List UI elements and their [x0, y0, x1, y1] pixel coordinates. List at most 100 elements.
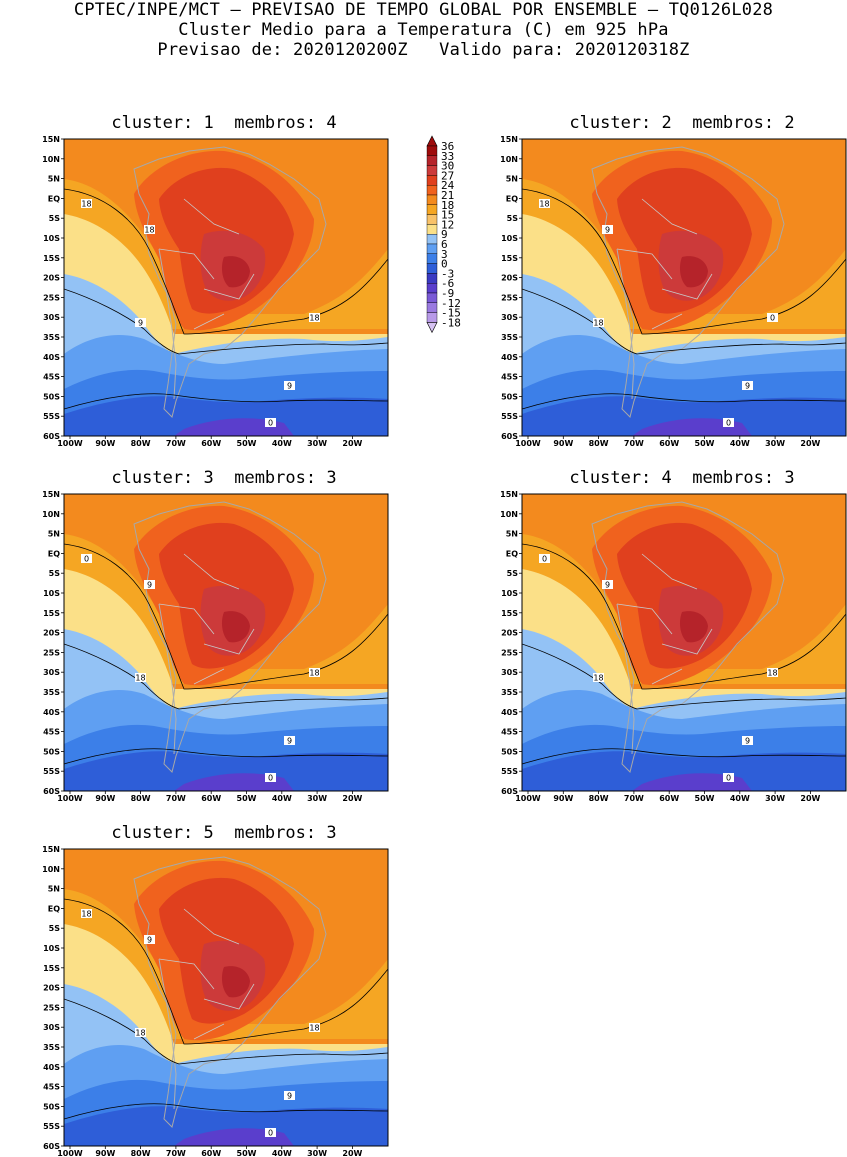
contour-line-0: [522, 188, 846, 335]
svg-text:0: 0: [84, 555, 89, 564]
lon-tick-label: 70W: [624, 439, 644, 448]
country-borders: [158, 553, 255, 685]
lat-tick-label: 15N: [500, 135, 518, 144]
lat-tick-label: 45S: [43, 728, 60, 737]
panel-title-cluster-5: cluster: 5 membros: 3: [111, 823, 337, 843]
lon-tick-label: 20W: [800, 439, 820, 448]
svg-text:9: 9: [745, 737, 750, 746]
lat-tick-label: 35S: [43, 1043, 60, 1052]
andes-line: [616, 603, 635, 755]
colorbar-swatch: [426, 292, 438, 304]
lat-tick-label: 40S: [501, 353, 518, 362]
lon-tick-label: 100W: [515, 439, 541, 448]
lat-tick-label: 40S: [43, 1063, 60, 1072]
colorbar-swatch: [426, 184, 438, 196]
lat-tick-label: 10S: [501, 234, 518, 243]
map-panel-cluster-3: 189181890015N10N5NEQ5S10S15S20S25S30S35S…: [42, 490, 389, 803]
svg-text:18: 18: [309, 1024, 319, 1033]
svg-text:18: 18: [135, 674, 145, 683]
temperature-band-7: [632, 773, 752, 791]
contour-label: 9: [602, 580, 613, 590]
colorbar-swatch: [426, 283, 438, 294]
lon-tick-label: 30W: [765, 439, 785, 448]
colorbar-label: -6: [441, 277, 454, 290]
lat-tick-label: 55S: [501, 767, 518, 776]
colorbar-label: -3: [441, 267, 454, 280]
lat-tick-label: 45S: [43, 373, 60, 382]
lat-tick-label: 10N: [42, 865, 60, 874]
svg-text:18: 18: [81, 200, 91, 209]
lat-tick-label: 5N: [506, 175, 518, 184]
contour-label: 9: [742, 736, 753, 746]
map-panel-cluster-4: 189181890015N10N5NEQ5S10S15S20S25S30S35S…: [500, 490, 847, 803]
svg-text:18: 18: [309, 314, 319, 323]
lat-tick-label: 10N: [500, 155, 518, 164]
contour-line-1: [64, 998, 388, 1065]
svg-text:9: 9: [147, 581, 152, 590]
lat-tick-label: 25S: [43, 1003, 60, 1012]
svg-text:0: 0: [268, 1129, 273, 1138]
colorbar-swatch: [426, 155, 438, 166]
lat-tick-label: 30S: [501, 313, 518, 322]
contour-line-1: [64, 643, 388, 710]
contour-line-1: [522, 288, 846, 355]
lat-tick-label: 40S: [43, 353, 60, 362]
map-frame: [521, 493, 847, 792]
temperature-band-6: [522, 396, 846, 436]
lat-tick-label: 10N: [42, 510, 60, 519]
colorbar-label: 33: [441, 150, 454, 163]
colorbar-label: 27: [441, 169, 454, 182]
svg-text:9: 9: [605, 226, 610, 235]
colorbar-label: 12: [441, 218, 454, 231]
contour-label: 18: [767, 668, 778, 678]
lat-tick-label: 55S: [501, 412, 518, 421]
lat-tick-label: 35S: [43, 688, 60, 697]
temperature-band-6: [522, 751, 846, 791]
lon-tick-label: 60W: [659, 794, 679, 803]
contour-label: 0: [265, 418, 276, 428]
lon-tick-label: 80W: [131, 439, 151, 448]
colorbar-bottom-arrow: [426, 322, 438, 334]
colorbar-label: 0: [441, 258, 448, 271]
colorbar-swatch: [426, 214, 438, 225]
lat-tick-label: 25S: [43, 648, 60, 657]
lon-tick-label: 90W: [95, 439, 115, 448]
panel-title-cluster-1: cluster: 1 membros: 4: [111, 113, 337, 133]
svg-text:9: 9: [605, 581, 610, 590]
colorbar-swatch: [426, 165, 438, 176]
map-frame: [63, 848, 389, 1147]
contour-label: 18: [593, 673, 604, 683]
andes-line: [158, 603, 177, 755]
svg-text:9: 9: [287, 737, 292, 746]
contour-line-2: [522, 393, 846, 410]
lat-tick-label: 10S: [43, 234, 60, 243]
lat-tick-label: EQ: [48, 904, 60, 913]
lat-tick-label: 50S: [501, 392, 518, 401]
svg-text:0: 0: [770, 314, 775, 323]
colorbar-top-arrow: [426, 135, 438, 147]
lat-tick-label: 20S: [501, 274, 518, 283]
svg-text:9: 9: [745, 382, 750, 391]
lon-tick-label: 50W: [237, 439, 257, 448]
lon-tick-label: 20W: [342, 439, 362, 448]
contour-label: 18: [81, 909, 92, 919]
lon-tick-label: 40W: [730, 794, 750, 803]
lon-tick-label: 20W: [800, 794, 820, 803]
svg-text:0: 0: [268, 419, 273, 428]
colorbar-swatch: [426, 263, 438, 274]
lon-tick-label: 100W: [57, 794, 83, 803]
lon-tick-label: 100W: [515, 794, 541, 803]
lon-tick-label: 20W: [342, 794, 362, 803]
contour-label: 0: [265, 773, 276, 783]
lon-tick-label: 60W: [201, 439, 221, 448]
map-panel-cluster-1: 18 18 9 18 9 0 15N 10N 5N EQ 5S 10S 15S 20S 25S 30S 35S 4…: [42, 135, 389, 448]
map-frame: [521, 138, 847, 437]
temperature-band-6: [64, 1106, 388, 1146]
lat-tick-label: 60S: [43, 432, 60, 441]
contour-label: 18: [135, 673, 146, 683]
contour-label: 9: [284, 381, 295, 391]
colorbar-label: 3: [441, 248, 448, 261]
lon-tick-label: 30W: [307, 439, 327, 448]
temperature-band-6: [64, 751, 388, 791]
contour-label: 18: [309, 313, 320, 323]
